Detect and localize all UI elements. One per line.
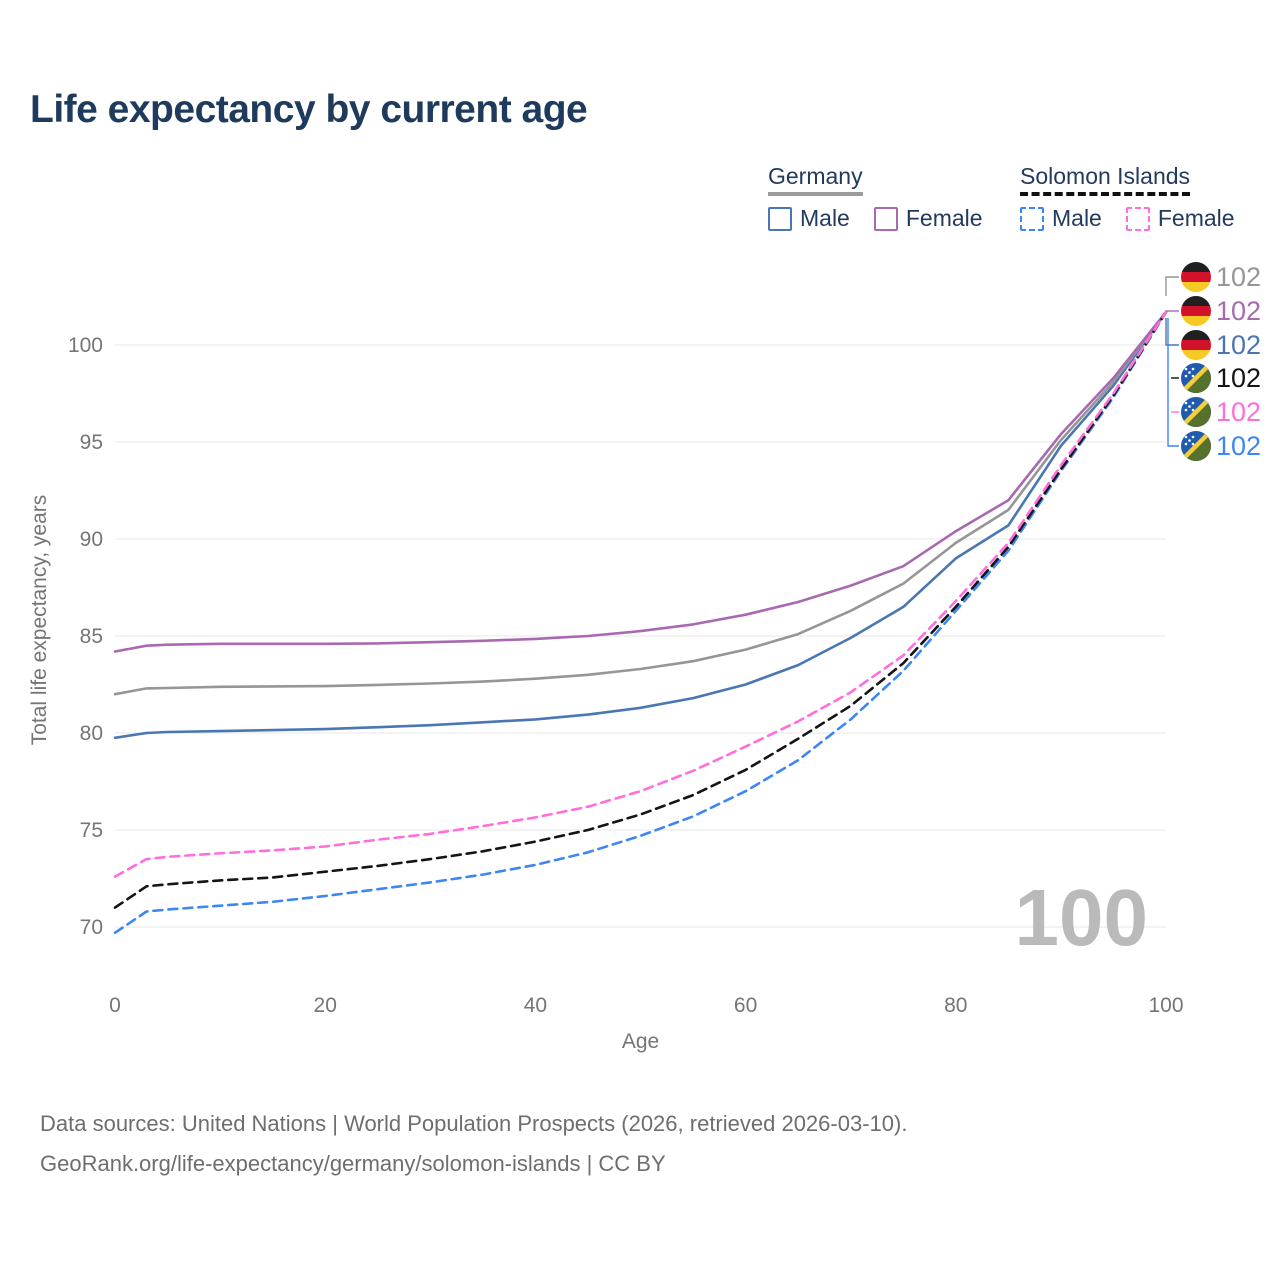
x-tick-20: 20 bbox=[314, 994, 337, 1017]
end-label-si-total: 102 bbox=[1171, 363, 1261, 393]
end-value-germany-total: 102 bbox=[1216, 262, 1261, 292]
leader-line-si-male bbox=[1167, 318, 1179, 447]
y-tick-100: 100 bbox=[68, 334, 103, 357]
legend-group-solomon-islands: Solomon Islands Male Female bbox=[1020, 163, 1235, 232]
y-tick-75: 75 bbox=[80, 819, 103, 842]
end-label-germany-male: 102 bbox=[1165, 318, 1261, 360]
si-male-label: Male bbox=[1052, 205, 1102, 231]
y-tick-85: 85 bbox=[80, 625, 103, 648]
age-watermark: 100 bbox=[1015, 873, 1148, 962]
x-tick-0: 0 bbox=[109, 994, 121, 1017]
legend-item-si-male[interactable]: Male bbox=[1020, 205, 1102, 232]
si-male-checkbox[interactable] bbox=[1020, 206, 1044, 231]
legend-germany-items: Male Female bbox=[768, 205, 983, 232]
flag-solomon-islands bbox=[1181, 431, 1211, 461]
legend-solomon-islands-title: Solomon Islands bbox=[1020, 163, 1191, 196]
si-female-checkbox[interactable] bbox=[1125, 206, 1150, 231]
germany-male-label: Male bbox=[800, 205, 850, 231]
y-tick-80: 80 bbox=[80, 722, 103, 745]
y-axis-title: Total life expectancy, years bbox=[28, 495, 51, 746]
series-line-germany-male[interactable] bbox=[113, 310, 1168, 740]
x-axis-title: Age bbox=[622, 1030, 659, 1053]
page-title: Life expectancy by current age bbox=[30, 88, 588, 131]
y-tick-70: 70 bbox=[80, 916, 103, 939]
end-label-germany-female: 102 bbox=[1166, 296, 1261, 326]
end-value-germany-female: 102 bbox=[1216, 296, 1261, 326]
legend-item-germany-female[interactable]: Female bbox=[873, 205, 983, 232]
legend-group-germany: Germany Male Female bbox=[768, 163, 983, 232]
series-line-si-female[interactable] bbox=[113, 310, 1168, 878]
flag-germany bbox=[1181, 262, 1211, 292]
series-line-si-male[interactable] bbox=[113, 310, 1168, 935]
footer-data-sources: Data sources: United Nations | World Pop… bbox=[40, 1111, 908, 1136]
x-tick-100: 100 bbox=[1148, 994, 1183, 1017]
x-tick-40: 40 bbox=[524, 994, 547, 1017]
germany-female-checkbox[interactable] bbox=[873, 206, 898, 231]
flag-germany bbox=[1181, 330, 1211, 360]
footer: Data sources: United Nations | World Pop… bbox=[40, 1104, 907, 1184]
end-label-germany-total: 102 bbox=[1165, 262, 1261, 296]
flag-solomon-islands bbox=[1181, 397, 1211, 427]
x-tick-60: 60 bbox=[734, 994, 757, 1017]
y-tick-95: 95 bbox=[80, 431, 103, 454]
leader-line-germany-male bbox=[1165, 318, 1179, 346]
series-line-germany-female[interactable] bbox=[113, 310, 1168, 653]
end-value-germany-male: 102 bbox=[1216, 330, 1261, 360]
footer-attribution: GeoRank.org/life-expectancy/germany/solo… bbox=[40, 1151, 666, 1176]
series-line-germany-total[interactable] bbox=[113, 310, 1168, 696]
leader-line-germany-total bbox=[1165, 276, 1179, 296]
legend-germany-title: Germany bbox=[768, 163, 863, 196]
end-label-si-female: 102 bbox=[1171, 397, 1261, 427]
legend-solomon-islands-items: Male Female bbox=[1020, 205, 1235, 232]
germany-male-checkbox[interactable] bbox=[768, 206, 792, 231]
si-female-label: Female bbox=[1157, 205, 1235, 231]
end-value-si-male: 102 bbox=[1216, 431, 1261, 461]
legend-item-germany-male[interactable]: Male bbox=[768, 205, 850, 232]
germany-female-label: Female bbox=[905, 205, 983, 231]
flag-germany bbox=[1181, 296, 1211, 326]
end-value-si-female: 102 bbox=[1216, 397, 1261, 427]
flag-solomon-islands bbox=[1181, 363, 1211, 393]
series-line-si-total[interactable] bbox=[113, 310, 1168, 909]
y-tick-90: 90 bbox=[80, 528, 103, 551]
x-tick-80: 80 bbox=[944, 994, 967, 1017]
end-label-si-male: 102 bbox=[1167, 318, 1261, 461]
legend-item-si-female[interactable]: Female bbox=[1125, 205, 1235, 232]
end-value-si-total: 102 bbox=[1216, 363, 1261, 393]
